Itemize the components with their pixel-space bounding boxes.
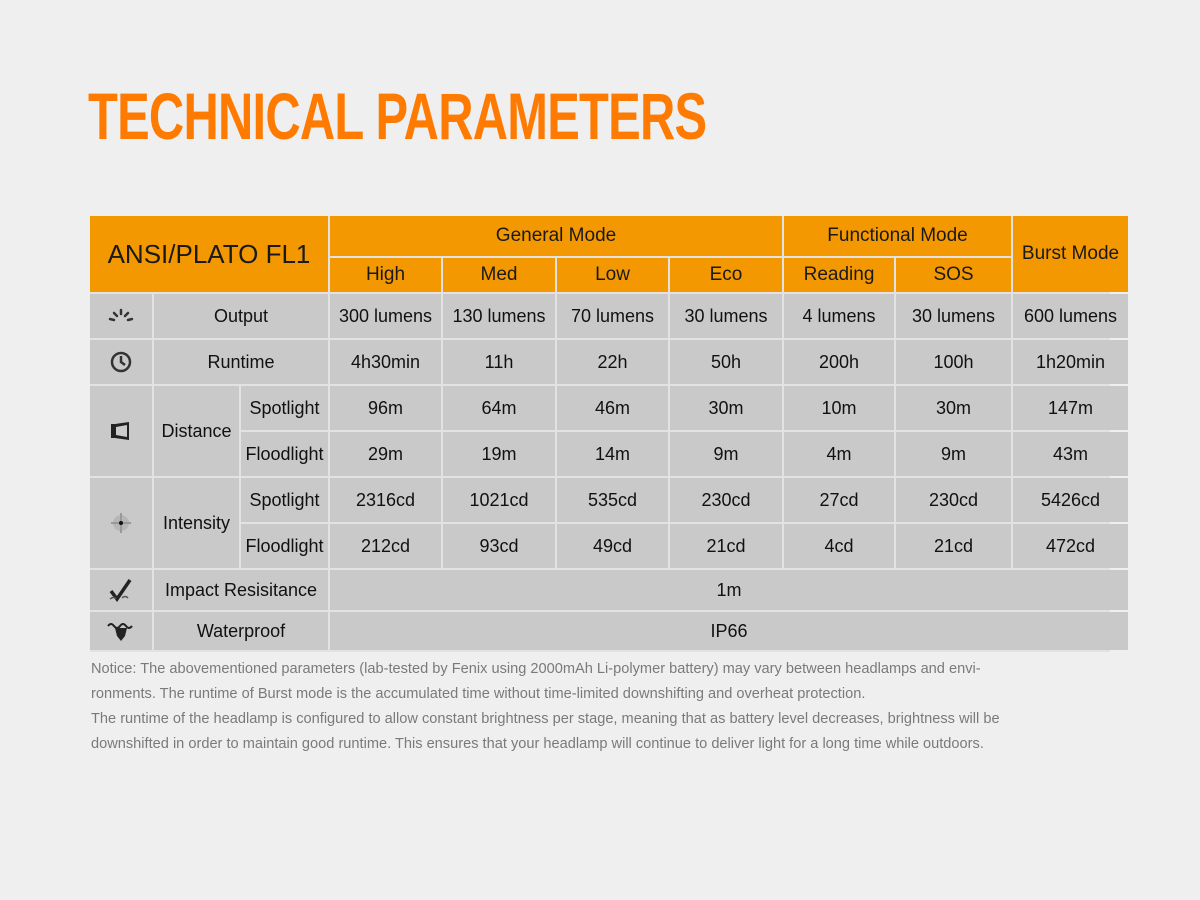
value-cell: 22h xyxy=(557,340,668,384)
sub-label-spotlight: Spotlight xyxy=(241,386,328,430)
notice-line: Notice: The abovementioned parameters (l… xyxy=(91,661,981,677)
value-cell: 300 lumens xyxy=(330,294,441,338)
value-cell: 130 lumens xyxy=(443,294,555,338)
row-label-waterproof: Waterproof xyxy=(154,612,328,650)
value-cell: 50h xyxy=(670,340,782,384)
value-cell: 100h xyxy=(896,340,1011,384)
value-cell: 600 lumens xyxy=(1013,294,1128,338)
value-cell: 230cd xyxy=(896,478,1011,522)
notice-line: ronments. The runtime of Burst mode is t… xyxy=(91,686,866,702)
target-icon xyxy=(90,478,152,568)
standard-header: ANSI/PLATO FL1 xyxy=(90,216,328,292)
value-cell: 535cd xyxy=(557,478,668,522)
page-title: TECHNICAL PARAMETERS xyxy=(88,79,707,153)
notice-line: The runtime of the headlamp is configure… xyxy=(91,711,1000,727)
burst-mode-header: Burst Mode xyxy=(1013,216,1128,292)
row-label-runtime: Runtime xyxy=(154,340,328,384)
value-cell: 1h20min xyxy=(1013,340,1128,384)
value-cell: 200h xyxy=(784,340,894,384)
general-mode-header: General Mode xyxy=(330,216,782,256)
sub-label-floodlight: Floodlight xyxy=(241,432,328,476)
value-cell: 46m xyxy=(557,386,668,430)
sub-label-floodlight: Floodlight xyxy=(241,524,328,568)
waterproof-icon xyxy=(90,612,152,650)
mode-header: Reading xyxy=(784,258,894,292)
value-cell: 29m xyxy=(330,432,441,476)
value-cell: 30 lumens xyxy=(896,294,1011,338)
value-cell: 4h30min xyxy=(330,340,441,384)
mode-header: Med xyxy=(443,258,555,292)
value-cell: 21cd xyxy=(896,524,1011,568)
value-cell: 9m xyxy=(896,432,1011,476)
sub-label-spotlight: Spotlight xyxy=(241,478,328,522)
value-cell: 9m xyxy=(670,432,782,476)
value-cell: IP66 xyxy=(330,612,1128,650)
light-rays-icon xyxy=(90,294,152,338)
clock-icon xyxy=(90,340,152,384)
value-cell: 4cd xyxy=(784,524,894,568)
value-cell: 1m xyxy=(330,570,1128,610)
spec-table: ANSI/PLATO FL1 General Mode Functional Mod… xyxy=(90,216,1128,652)
value-cell: 11h xyxy=(443,340,555,384)
value-cell: 96m xyxy=(330,386,441,430)
value-cell: 10m xyxy=(784,386,894,430)
row-label-distance: Distance xyxy=(154,386,239,476)
value-cell: 14m xyxy=(557,432,668,476)
value-cell: 4 lumens xyxy=(784,294,894,338)
value-cell: 230cd xyxy=(670,478,782,522)
mode-header: Low xyxy=(557,258,668,292)
value-cell: 4m xyxy=(784,432,894,476)
notice: Notice: The abovementioned parameters (l… xyxy=(91,657,1111,757)
notice-line: downshifted in order to maintain good ru… xyxy=(91,736,984,752)
row-label-output: Output xyxy=(154,294,328,338)
value-cell: 5426cd xyxy=(1013,478,1128,522)
value-cell: 19m xyxy=(443,432,555,476)
functional-mode-header: Functional Mode xyxy=(784,216,1011,256)
value-cell: 30m xyxy=(670,386,782,430)
mode-header: Eco xyxy=(670,258,782,292)
value-cell: 147m xyxy=(1013,386,1128,430)
value-cell: 30m xyxy=(896,386,1011,430)
value-cell: 43m xyxy=(1013,432,1128,476)
mode-header: High xyxy=(330,258,441,292)
value-cell: 21cd xyxy=(670,524,782,568)
impact-check-icon xyxy=(90,570,152,610)
value-cell: 212cd xyxy=(330,524,441,568)
value-cell: 472cd xyxy=(1013,524,1128,568)
value-cell: 64m xyxy=(443,386,555,430)
value-cell: 49cd xyxy=(557,524,668,568)
value-cell: 70 lumens xyxy=(557,294,668,338)
value-cell: 2316cd xyxy=(330,478,441,522)
row-label-intensity: Intensity xyxy=(154,478,239,568)
mode-header: SOS xyxy=(896,258,1011,292)
row-label-impact: Impact Resisitance xyxy=(154,570,328,610)
value-cell: 27cd xyxy=(784,478,894,522)
value-cell: 30 lumens xyxy=(670,294,782,338)
value-cell: 93cd xyxy=(443,524,555,568)
beam-distance-icon xyxy=(90,386,152,476)
value-cell: 1021cd xyxy=(443,478,555,522)
